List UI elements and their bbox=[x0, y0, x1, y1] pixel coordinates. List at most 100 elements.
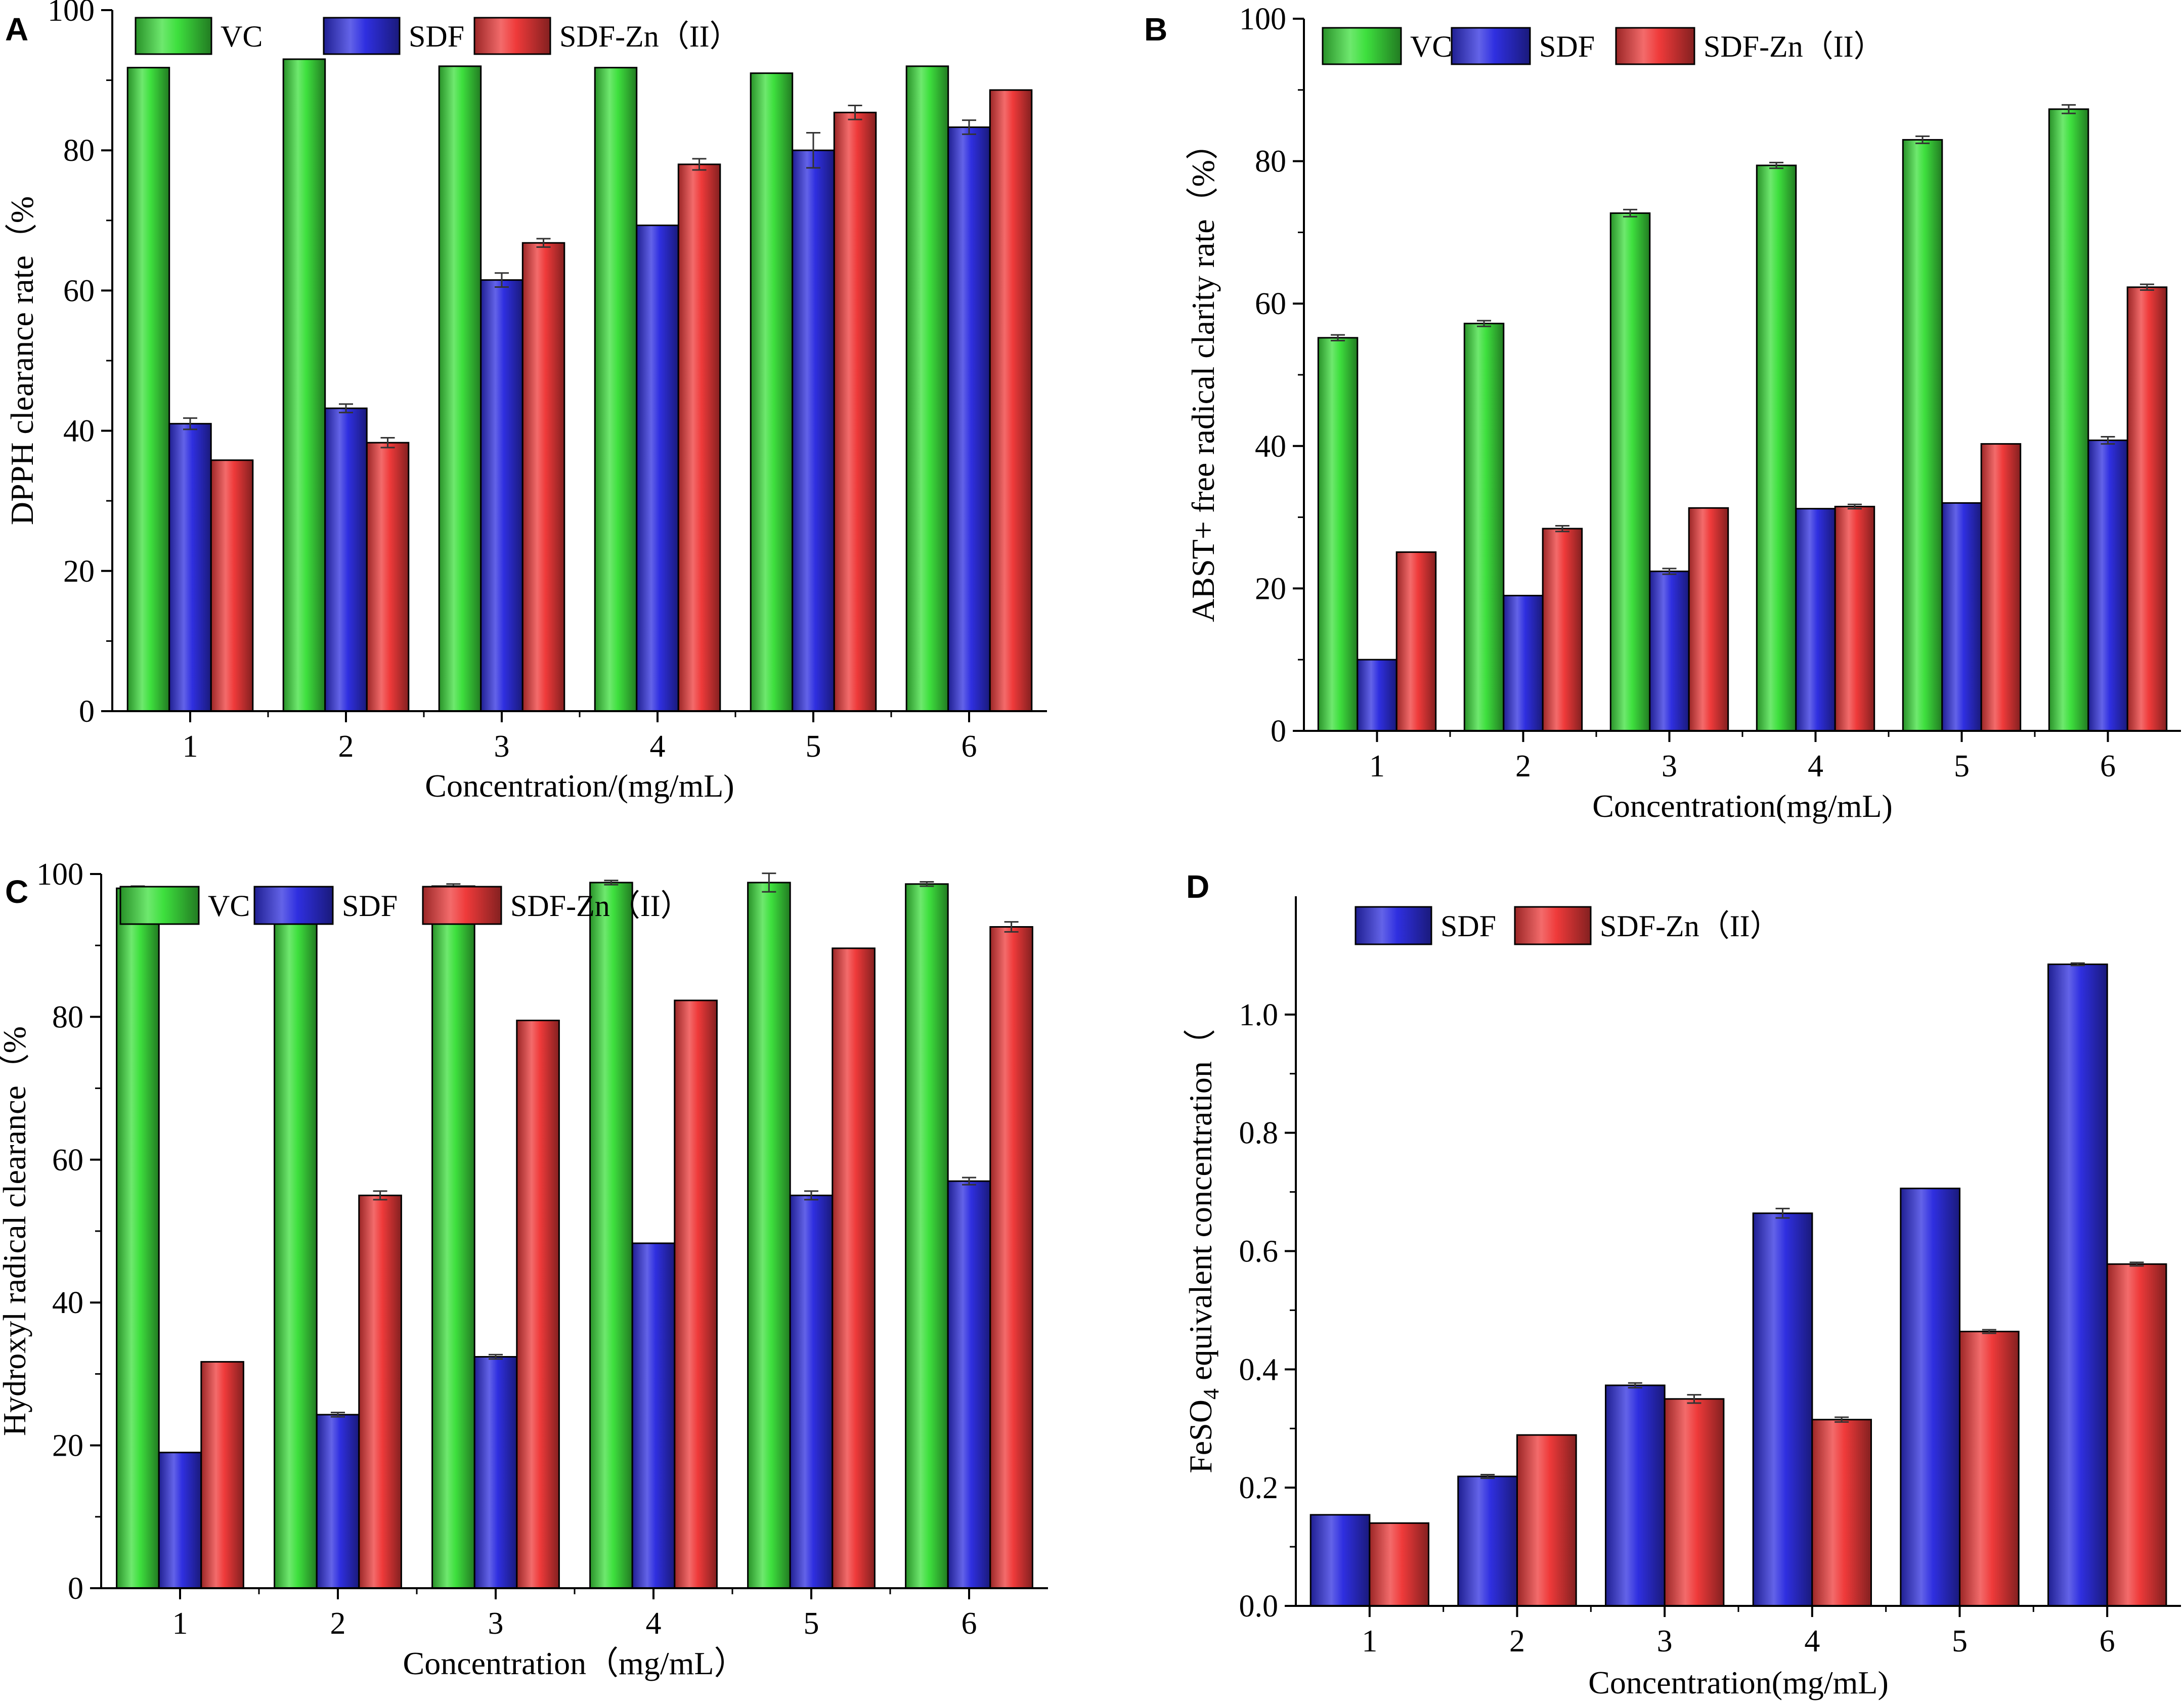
legend-label: VC bbox=[208, 889, 250, 923]
legend-swatch bbox=[253, 886, 334, 925]
y-tick-label: 80 bbox=[1255, 145, 1286, 179]
y-tick-label: 60 bbox=[1255, 287, 1286, 321]
y-tick-label: 1.0 bbox=[1239, 998, 1279, 1032]
legend-swatch bbox=[473, 17, 551, 55]
bar-sdfznii-5 bbox=[832, 947, 876, 1589]
error-bar bbox=[804, 1190, 818, 1201]
bar-sdfznii-2 bbox=[1542, 528, 1583, 732]
error-bar bbox=[1004, 921, 1019, 933]
legend-label: SDF bbox=[342, 889, 398, 923]
x-tick-label: 4 bbox=[650, 729, 666, 764]
y-tick-label: 80 bbox=[63, 134, 95, 168]
y-tick-label: 0 bbox=[1271, 714, 1286, 749]
bar-sdfznii-4 bbox=[674, 999, 718, 1589]
y-axis-title: FeSO4 equivalent concentration（ bbox=[1183, 1029, 1224, 1473]
bar-sdfznii-2 bbox=[358, 1194, 402, 1589]
legend-swatch bbox=[119, 886, 200, 925]
y-tick-label: 20 bbox=[52, 1429, 83, 1463]
error-bar bbox=[1769, 161, 1784, 169]
legend-swatch bbox=[1322, 27, 1402, 65]
error-bar bbox=[962, 1176, 976, 1186]
error-bar bbox=[183, 417, 197, 430]
y-tick-label: 20 bbox=[1255, 572, 1286, 606]
bar-sdf-5 bbox=[792, 149, 835, 712]
bar-vc-6 bbox=[2048, 108, 2089, 732]
legend-swatch bbox=[323, 17, 401, 55]
error-bar bbox=[848, 104, 862, 120]
y-tick-label: 40 bbox=[1255, 429, 1286, 464]
y-tick-label: 0 bbox=[79, 694, 95, 729]
bar-vc-4 bbox=[1756, 164, 1797, 732]
bar-sdf-3 bbox=[1649, 571, 1690, 732]
error-bar bbox=[1775, 1207, 1790, 1219]
error-bar bbox=[2101, 435, 2115, 445]
y-tick-label: 60 bbox=[52, 1143, 83, 1177]
error-bar bbox=[806, 132, 820, 169]
x-tick-label: 5 bbox=[1954, 749, 1970, 783]
x-tick-label: 2 bbox=[330, 1606, 346, 1641]
legend-label: SDF-Zn（II） bbox=[1703, 30, 1884, 63]
error-bar bbox=[331, 1412, 345, 1418]
error-bar bbox=[2139, 283, 2154, 291]
bar-sdf-6 bbox=[2047, 964, 2108, 1607]
bar-sdfznii-6 bbox=[2106, 1263, 2167, 1607]
legend-label: VC bbox=[221, 20, 263, 53]
bar-vc-5 bbox=[750, 72, 794, 712]
bar-vc-1 bbox=[116, 887, 160, 1589]
x-axis-title: Concentration/(mg/mL) bbox=[425, 768, 734, 804]
bar-sdfznii-1 bbox=[1369, 1522, 1430, 1607]
x-tick-label: 4 bbox=[646, 1606, 662, 1641]
x-tick-label: 5 bbox=[806, 729, 821, 764]
legend: VC SDF SDF-Zn（II） bbox=[1322, 27, 1884, 65]
bar-sdfznii-3 bbox=[1688, 507, 1729, 732]
bar-vc-6 bbox=[905, 65, 949, 712]
bar-vc-1 bbox=[126, 67, 170, 712]
bar-vc-3 bbox=[438, 65, 482, 712]
panel-letter: D bbox=[1186, 868, 1209, 905]
y-tick-label: 0.8 bbox=[1239, 1116, 1279, 1151]
bar-sdfznii-3 bbox=[1664, 1398, 1725, 1607]
legend-label: SDF-Zn（II） bbox=[1600, 909, 1780, 943]
legend: SDF SDF-Zn（II） bbox=[1355, 906, 1780, 945]
bar-vc-3 bbox=[1609, 212, 1651, 732]
error-bar bbox=[962, 119, 976, 135]
y-tick-label: 0 bbox=[68, 1572, 83, 1606]
x-tick-label: 6 bbox=[2100, 1624, 2115, 1659]
bar-vc-4 bbox=[589, 882, 633, 1589]
bar-sdfznii-1 bbox=[210, 459, 254, 712]
y-tick-label: 60 bbox=[63, 274, 95, 308]
bar-sdfznii-6 bbox=[2126, 286, 2168, 732]
panel-letter: B bbox=[1144, 11, 1167, 48]
bar-vc-5 bbox=[747, 882, 791, 1589]
legend-swatch bbox=[1615, 27, 1695, 65]
legend: VC SDF SDF-Zn（II） bbox=[119, 886, 691, 925]
y-tick-label: 0.6 bbox=[1239, 1235, 1279, 1269]
y-tick-label: 100 bbox=[1239, 2, 1286, 36]
error-bar bbox=[762, 872, 776, 893]
error-bar bbox=[2070, 962, 2085, 967]
x-tick-label: 1 bbox=[172, 1606, 188, 1641]
x-tick-label: 1 bbox=[183, 729, 198, 764]
legend-swatch bbox=[422, 886, 502, 925]
bar-sdf-6 bbox=[947, 1180, 991, 1589]
x-tick-label: 5 bbox=[804, 1606, 819, 1641]
panel-letter: C bbox=[5, 874, 28, 910]
bar-sdfznii-4 bbox=[677, 163, 721, 712]
bar-vc-5 bbox=[1902, 139, 1943, 732]
chart-panel-D: D 0.0 0.2 0.4 0.6 0.8 1.0 1 2 3 4 5 6 Concentration(m… bbox=[1183, 868, 2181, 1700]
bar-sdfznii-2 bbox=[366, 442, 410, 712]
legend-label: SDF bbox=[409, 20, 464, 53]
error-bar bbox=[692, 158, 707, 171]
bar-sdf-2 bbox=[1503, 595, 1544, 732]
bar-sdf-2 bbox=[1457, 1475, 1518, 1607]
bar-vc-2 bbox=[1463, 323, 1505, 732]
bar-vc-2 bbox=[274, 888, 318, 1589]
y-tick-label: 80 bbox=[52, 1000, 83, 1034]
x-tick-label: 6 bbox=[2100, 749, 2116, 783]
error-bar bbox=[1480, 1473, 1495, 1479]
error-bar bbox=[1687, 1394, 1701, 1404]
y-axis-title: ABST+ free radical clarity rate（%） bbox=[1185, 127, 1221, 622]
bar-sdf-5 bbox=[789, 1194, 834, 1589]
bar-sdf-1 bbox=[158, 1452, 202, 1589]
x-tick-label: 2 bbox=[1515, 749, 1531, 783]
